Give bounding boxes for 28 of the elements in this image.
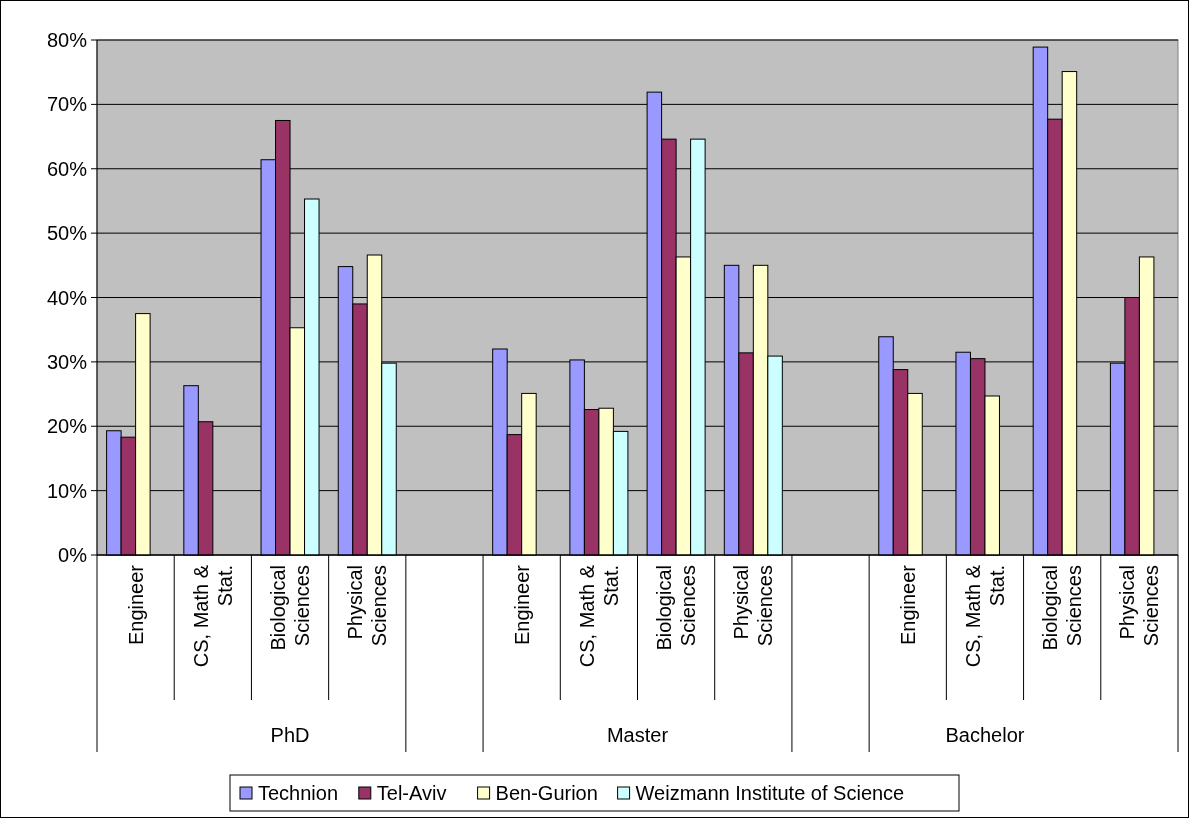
x-tick-label: Physical Sciences: [1116, 565, 1163, 647]
y-tick-label: 10%: [46, 479, 88, 502]
y-tick-label: 0%: [58, 544, 88, 566]
x-tick-label: Biological Sciences: [267, 565, 314, 651]
y-tick-label: 70%: [46, 93, 88, 116]
legend-label: Technion: [258, 782, 339, 804]
x-tick-label: Physical Sciences: [730, 565, 777, 647]
y-tick-label: 30%: [46, 350, 88, 373]
x-tick-label: Biological Sciences: [1039, 565, 1086, 651]
legend-label: Weizmann Institute of Science: [635, 782, 905, 804]
y-tick-label: 20%: [46, 415, 88, 438]
legend-label: Tel-Aviv: [376, 782, 447, 804]
legend-label: Ben-Gurion: [495, 782, 598, 804]
y-tick-label: 80%: [46, 29, 88, 51]
text: PhD: [270, 724, 310, 746]
x-tick-label: Engineer: [510, 564, 533, 646]
x-tick-label: CS, Math & Stat.: [961, 564, 1008, 668]
y-tick-label: 60%: [46, 157, 88, 180]
y-tick-label: 50%: [46, 222, 88, 245]
x-tick-label: Engineer: [896, 564, 919, 646]
y-tick-label: 40%: [46, 286, 88, 309]
x-tick-label: Biological Sciences: [653, 565, 700, 651]
x-tick-label: Physical Sciences: [344, 565, 391, 647]
x-tick-label: Engineer: [124, 564, 147, 646]
text: Bachelor: [945, 724, 1025, 746]
x-tick-label: CS, Math & Stat.: [189, 564, 236, 668]
x-tick-label: CS, Math & Stat.: [575, 564, 622, 668]
text: Master: [606, 724, 669, 746]
